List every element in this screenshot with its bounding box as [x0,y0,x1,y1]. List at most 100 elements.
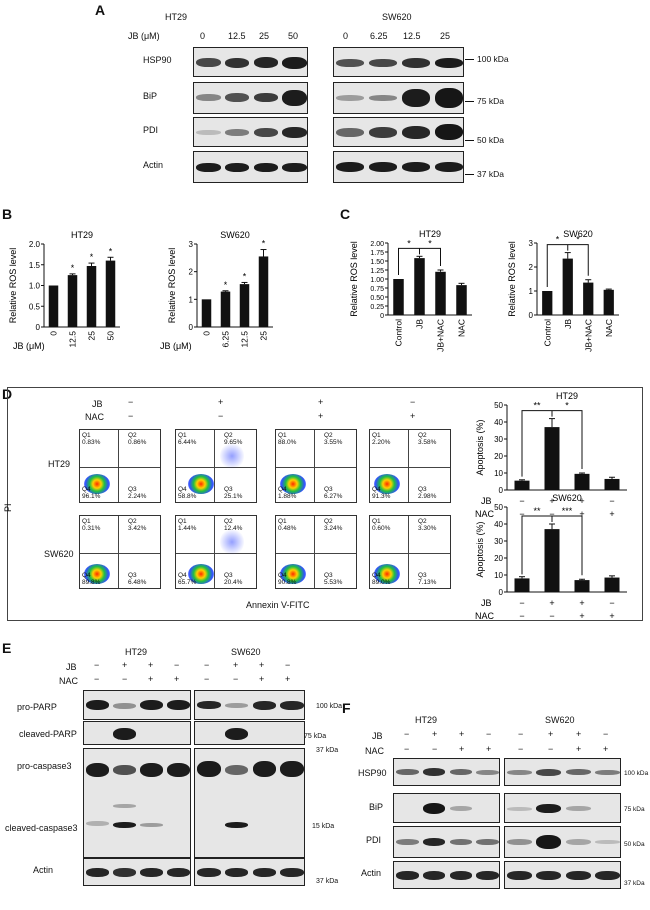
blot-band [401,126,430,139]
quadrant-gate-line [176,467,256,469]
x-tick-label: 25 [259,331,269,341]
treatment-sign: + [609,509,614,519]
quadrant-value-q2: Q2 3.42% [128,518,147,532]
western-blot-sw620 [504,861,621,889]
quadrant-gate-line [117,516,119,588]
y-axis-label: Apoptosis (%) [475,419,485,475]
quadrant-gate-line [80,553,160,555]
treatment-sign: + [609,611,614,620]
y-tick-label: 0 [36,323,41,332]
blot-band [140,700,163,710]
treatment-sign: + [579,611,584,620]
blot-band [594,840,620,844]
quadrant-value-q2: Q2 12.4% [224,518,243,532]
blot-band [449,871,473,880]
marker-label-37: 37 kDa [624,880,645,887]
blot-band [224,58,250,68]
population-cluster [188,564,214,584]
blot-band [396,769,419,775]
treatment-sign: − [609,496,614,506]
x-tick-label: JB [415,319,425,329]
y-tick-label: 10 [494,469,503,478]
y-tick-label: 2 [529,263,534,272]
nac-label: NAC [85,412,105,422]
quadrant-value-q2: Q2 3.58% [418,432,437,446]
bar [105,260,116,327]
western-blot-ht29 [193,47,308,77]
blot-band [507,770,533,775]
western-blot-ht29 [193,151,308,183]
x-tick-label: NAC [457,319,467,337]
western-blot-ht29 [83,748,191,858]
blot-band [197,701,221,709]
blot-band [565,839,591,845]
treatment-sign: − [432,744,438,754]
blot-band [565,769,591,775]
treatment-sign: − [519,598,524,608]
treatment-sign: + [233,660,239,670]
quadrant-gate-line [213,430,215,502]
western-blot-ht29 [83,858,191,886]
blot-band [336,59,365,67]
western-blot-ht29 [193,82,308,114]
x-tick-label: 50 [106,331,116,341]
bar [86,265,97,327]
y-axis-label: Relative ROS level [8,248,18,324]
treatment-sign: + [318,411,324,421]
x-tick-label: JB+NAC [583,319,593,352]
quadrant-value-q1: Q1 0.31% [82,518,101,532]
marker-label-100: 100 kDa [316,703,343,710]
treatment-sign: − [122,674,128,684]
chart-title: SW620 [563,229,593,239]
dose-label: 6.25 [370,31,388,41]
blot-band [86,763,109,777]
treatment-sign: + [603,744,609,754]
blot-band [196,130,221,135]
marker-label-100: 100 kDa [624,770,649,777]
population-cluster [84,564,110,584]
blot-band [369,59,398,67]
bar [604,478,620,490]
treatment-sign: − [94,660,100,670]
significance-star: * [556,235,560,245]
blot-band [167,763,190,777]
blot-band [224,765,249,775]
blot-band [536,835,562,849]
marker-label-50: 50 kDa [624,841,645,848]
y-tick-label: 1 [189,295,194,304]
population-cluster [280,564,306,584]
quadrant-gate-line [407,516,409,588]
y-tick-label: 3 [189,240,194,249]
blot-band [449,806,473,811]
treatment-sign: − [519,611,524,620]
blot-row-label-actin: Actin [143,160,164,170]
y-tick-label: 50 [494,401,503,410]
marker-label-37: 37 kDa [316,747,339,754]
blot-band [565,871,591,880]
quadrant-value-q1: Q1 6.44% [178,432,197,446]
x-tick-label: 25 [87,331,97,341]
blot-band [253,128,279,137]
treatment-sign: + [579,598,584,608]
blot-band [197,761,221,777]
treatment-sign: − [519,496,524,506]
y-tick-label: 20 [494,554,503,563]
quadrant-gate-line [213,516,215,588]
chart-title: HT29 [419,229,441,239]
marker-label-75: 75 kDa [304,733,327,740]
y-tick-label: 30 [494,435,503,444]
y-tick-label: 0 [529,311,534,320]
quadrant-gate-line [80,467,160,469]
blot-band [422,768,446,776]
western-blot-ht29 [83,690,191,720]
quadrant-gate-line [276,553,356,555]
population-cluster [188,474,214,494]
quadrant-gate-line [370,553,450,555]
blot-band [224,163,250,172]
blot-band [196,94,221,101]
treatment-sign: − [519,509,524,519]
quadrant-gate-line [407,430,409,502]
jb-label: JB [481,496,492,506]
blot-band [282,57,307,69]
treatment-sign: − [549,611,554,620]
